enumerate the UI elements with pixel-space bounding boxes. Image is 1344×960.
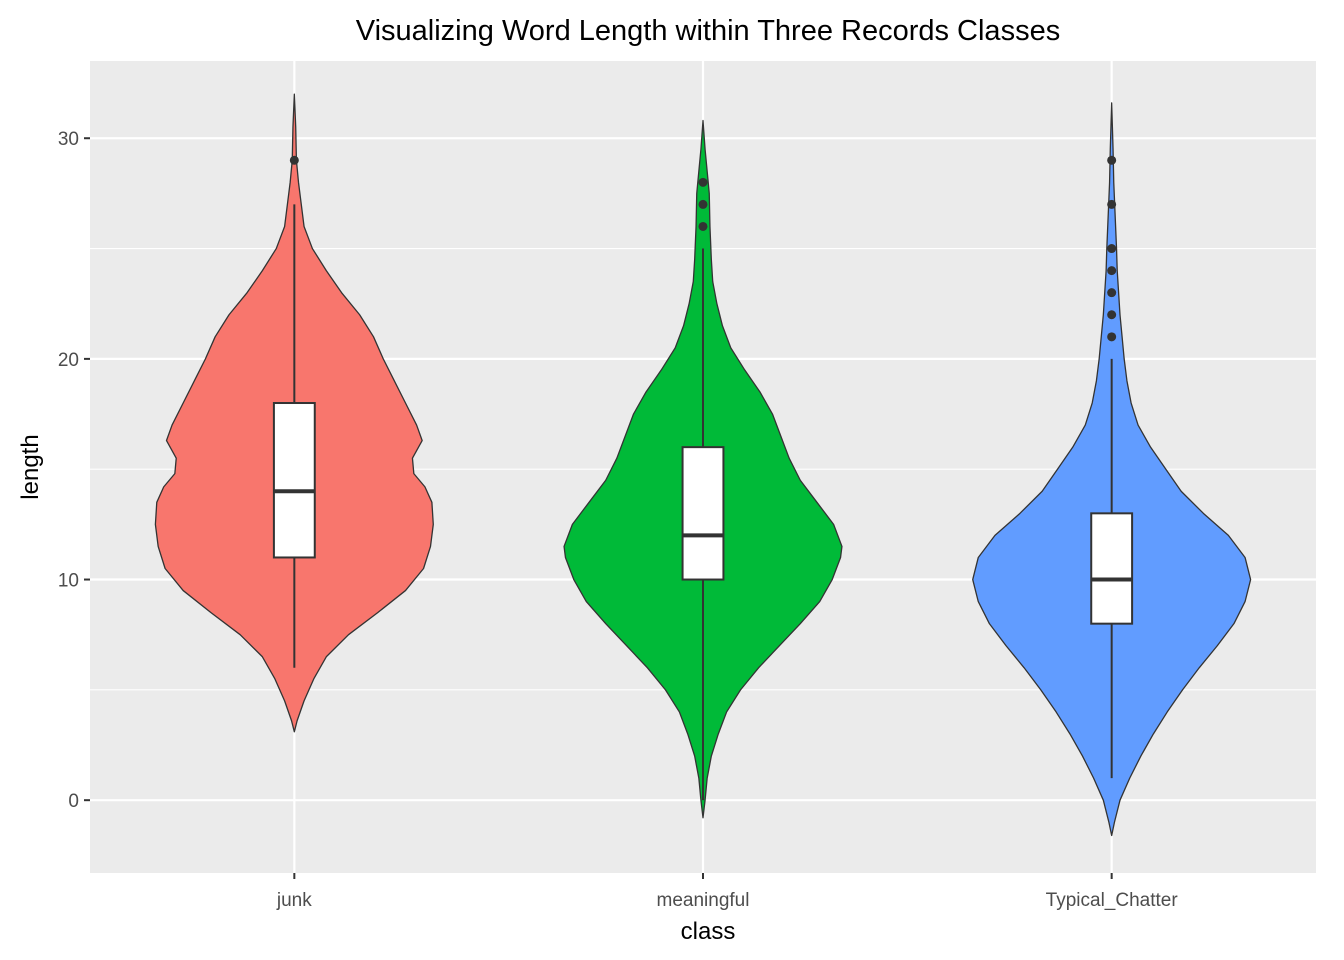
y-tick-label: 20: [58, 350, 79, 371]
axes: 0 10 20 30 junk meaningful Typical_Chatter: [58, 129, 1178, 911]
outlier-point: [1107, 288, 1117, 298]
x-tick-label: Typical_Chatter: [1046, 890, 1179, 911]
x-tick-label: meaningful: [657, 890, 750, 911]
box-meaningful: [681, 446, 725, 581]
outlier-point: [1107, 332, 1117, 342]
y-tick-label: 0: [68, 791, 79, 812]
outlier-point: [1107, 199, 1117, 209]
y-tick-label: 10: [58, 571, 79, 592]
outlier-point: [698, 177, 708, 187]
box-junk: [272, 402, 316, 559]
outlier-point: [1107, 310, 1117, 320]
x-tick-label: junk: [276, 890, 312, 911]
box-Typical_Chatter: [1090, 512, 1134, 625]
outlier-point: [1107, 244, 1117, 254]
chart-title: Visualizing Word Length within Three Rec…: [356, 15, 1060, 47]
outlier-point: [698, 199, 708, 209]
outlier-point: [289, 155, 299, 165]
violins: [154, 93, 1252, 837]
outlier-point: [698, 221, 708, 231]
outlier-point: [1107, 266, 1117, 276]
outlier-point: [1107, 155, 1117, 165]
y-axis-title: length: [17, 434, 44, 499]
x-axis-title: class: [681, 918, 736, 945]
y-tick-label: 30: [58, 129, 79, 150]
